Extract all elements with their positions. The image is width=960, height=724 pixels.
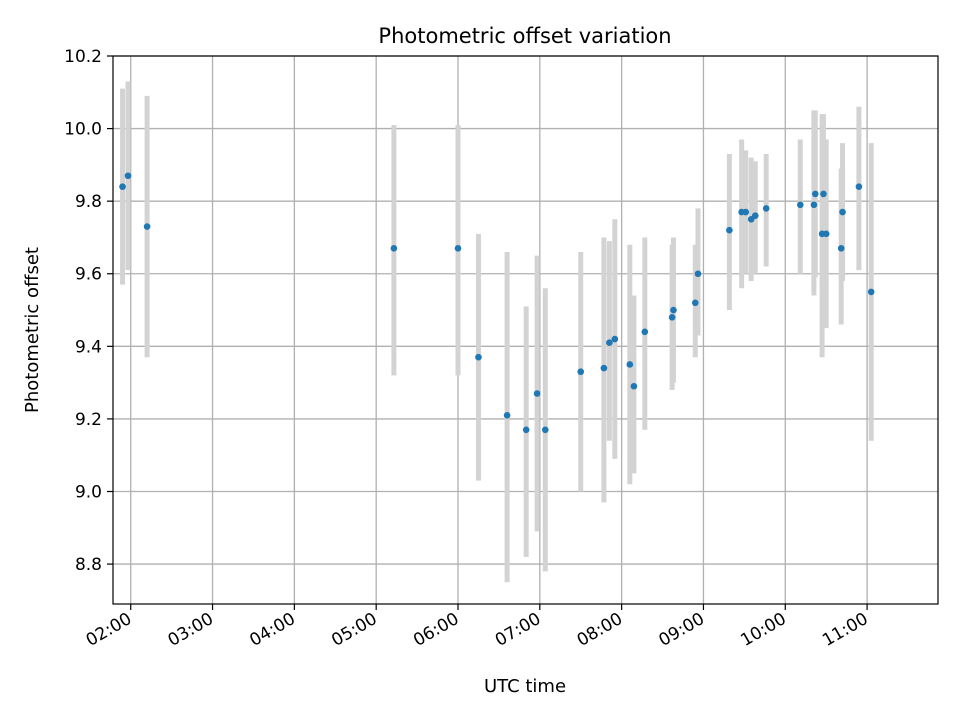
data-point xyxy=(475,353,482,361)
y-tick-label: 9.4 xyxy=(75,337,102,357)
data-point xyxy=(822,230,830,238)
data-point xyxy=(796,201,804,209)
data-point xyxy=(726,226,733,234)
data-point xyxy=(124,172,132,180)
data-point xyxy=(670,306,677,314)
data-point xyxy=(820,190,827,198)
data-point xyxy=(533,390,541,397)
data-point xyxy=(630,382,638,390)
data-point xyxy=(503,411,511,419)
plot-frame xyxy=(112,55,939,605)
data-point xyxy=(577,368,585,376)
data-point xyxy=(606,339,613,347)
data-point xyxy=(390,245,398,252)
data-point xyxy=(641,328,649,336)
data-point xyxy=(626,361,634,368)
y-tick-label: 9.2 xyxy=(75,410,102,430)
data-point xyxy=(762,205,770,212)
data-point xyxy=(811,190,819,198)
data-point xyxy=(143,223,151,230)
data-point xyxy=(454,245,462,252)
data-point xyxy=(839,208,846,216)
data-point xyxy=(837,245,845,252)
chart-title: Photometric offset variation xyxy=(378,24,671,48)
data-point xyxy=(668,313,676,321)
y-tick-label: 9.6 xyxy=(75,265,102,285)
y-axis-ticks: 8.8 9.0 9.2 9.4 9.6 9.8 10.0 10.2 xyxy=(64,47,113,575)
data-point xyxy=(867,288,875,296)
data-point xyxy=(810,201,818,209)
data-point xyxy=(611,335,619,343)
data-point xyxy=(522,426,530,434)
y-tick-label: 10.2 xyxy=(64,47,102,67)
data-point xyxy=(691,299,699,307)
data-point xyxy=(600,364,608,372)
data-point xyxy=(751,212,759,219)
data-point xyxy=(742,208,750,216)
y-tick-label: 10.0 xyxy=(64,120,102,140)
data-point xyxy=(541,426,549,434)
y-axis-label: Photometric offset xyxy=(22,247,43,413)
x-axis-label: UTC time xyxy=(484,676,566,697)
data-point xyxy=(694,270,702,278)
y-tick-label: 9.8 xyxy=(75,192,102,212)
data-point xyxy=(855,183,863,190)
data-point xyxy=(119,183,126,190)
y-tick-label: 8.8 xyxy=(75,555,102,575)
data-markers xyxy=(119,172,875,434)
y-tick-label: 9.0 xyxy=(75,482,102,502)
